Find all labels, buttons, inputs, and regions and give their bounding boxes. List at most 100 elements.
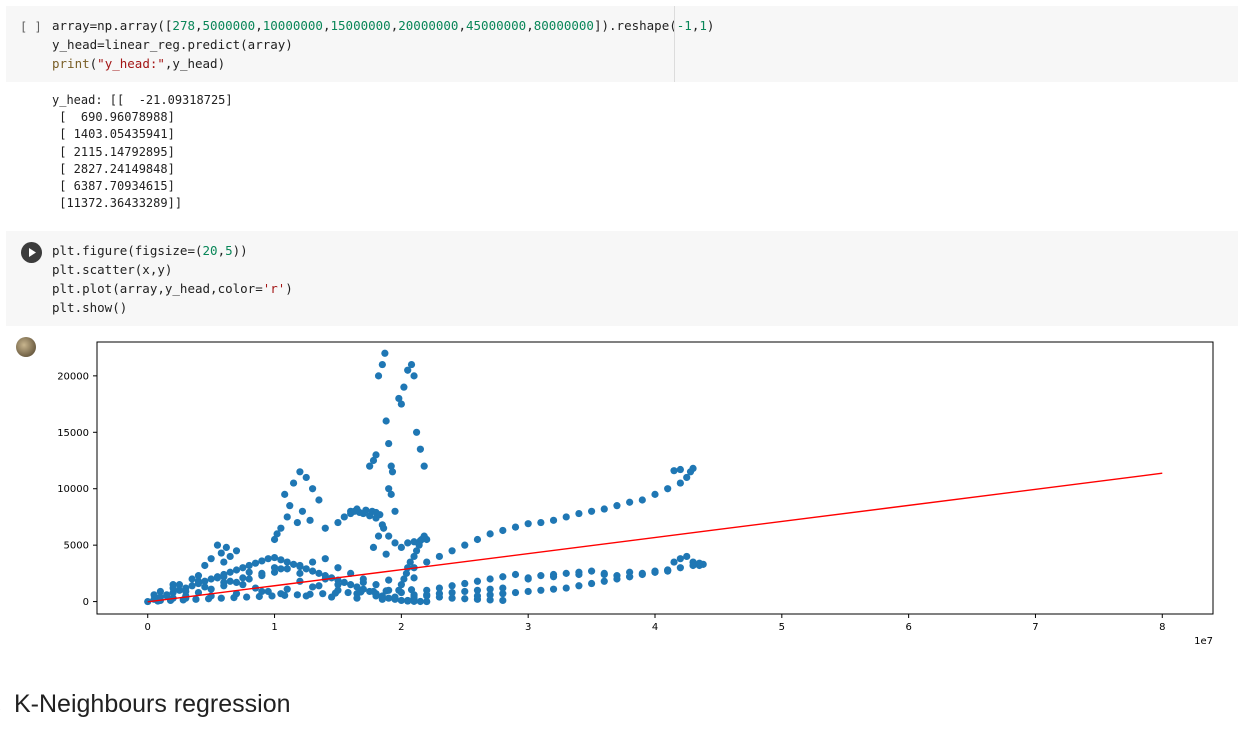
scatter-point (226, 552, 234, 561)
code-line[interactable]: plt.scatter(x,y) (52, 260, 293, 279)
scatter-point (213, 574, 222, 582)
scatter-point (473, 586, 482, 594)
code-line[interactable]: y_head=linear_reg.predict(array) (52, 35, 714, 54)
regression-line (147, 472, 1163, 603)
scatter-point (388, 468, 397, 476)
scatter-point (689, 561, 697, 570)
code-token: plt.show() (52, 300, 128, 315)
code-token: 'r' (262, 281, 286, 296)
scatter-point (410, 574, 418, 582)
scatter-point (331, 589, 340, 597)
scatter-point (194, 572, 203, 580)
code-line[interactable]: plt.figure(figsize=(20,5)) (52, 241, 293, 260)
scatter-point (232, 547, 241, 555)
scatter-point (549, 585, 558, 593)
scatter-point (353, 583, 361, 591)
scatter-point (245, 561, 253, 570)
scatter-point (258, 569, 266, 577)
code-cell-1[interactable]: [ ] array=np.array([278,5000000,10000000… (6, 6, 1238, 82)
scatter-point (461, 587, 469, 596)
scatter-point (230, 594, 238, 602)
code-line[interactable]: plt.plot(array,y_head,color='r') (52, 279, 293, 298)
scatter-point (391, 507, 399, 515)
scatter-point (537, 518, 545, 527)
scatter-point (232, 566, 241, 574)
scatter-point (397, 400, 405, 408)
scatter-point (308, 583, 317, 591)
scatter-point (486, 530, 494, 538)
code-line[interactable]: print("y_head:",y_head) (52, 54, 714, 73)
scatter-point (340, 578, 348, 586)
scatter-point (374, 372, 383, 380)
scatter-point (362, 506, 370, 514)
x-offset-label: 1e7 (1194, 636, 1213, 647)
code-line[interactable]: array=np.array([278,5000000,10000000,150… (52, 16, 714, 35)
scatter-point (302, 473, 310, 482)
scatter-point (461, 595, 469, 603)
collapse-section-icon[interactable]: › (0, 700, 1, 716)
scatter-point (374, 532, 383, 540)
code-token: 20000000 (398, 18, 459, 33)
code-line[interactable]: plt.show() (52, 298, 293, 317)
scatter-point (201, 561, 209, 570)
cell-execution-bracket[interactable]: [ ] (20, 20, 42, 34)
code-token: )) (232, 243, 248, 258)
scatter-point (201, 583, 209, 591)
scatter-point (435, 590, 444, 598)
scatter-point (410, 372, 418, 380)
scatter-point (499, 590, 507, 598)
scatter-point (268, 592, 276, 600)
scatter-point (298, 507, 307, 515)
code-token: plt.figure(figsize=( (52, 243, 203, 258)
scatter-point (334, 564, 342, 572)
scatter-point (499, 526, 507, 535)
scatter-point (391, 539, 399, 547)
scatter-point (486, 575, 494, 583)
code-editor[interactable]: plt.figure(figsize=(20,5)) plt.scatter(x,… (52, 241, 293, 317)
play-icon (29, 248, 36, 257)
x-tick-label: 0 (145, 622, 151, 633)
scatter-point (308, 567, 317, 575)
code-token: y_head=linear_reg.predict(array) (52, 37, 293, 52)
scatter-point (670, 558, 678, 566)
scatter-point (410, 552, 418, 561)
scatter-point (283, 565, 291, 573)
scatter-point (289, 560, 298, 568)
scatter-point (651, 490, 659, 498)
x-tick-label: 4 (652, 622, 658, 633)
scatter-point (400, 383, 408, 391)
scatter-point (220, 578, 228, 586)
scatter-point (486, 591, 494, 599)
scatter-point (286, 502, 294, 510)
scatter-point (281, 490, 289, 498)
scatter-point (549, 573, 558, 581)
scatter-point (382, 587, 390, 595)
scatter-point (575, 509, 583, 518)
scatter-point (239, 574, 247, 582)
output-avatar-icon (16, 337, 36, 357)
scatter-point (319, 590, 327, 598)
scatter-point (406, 558, 414, 566)
scatter-point (205, 595, 213, 603)
scatter-point (499, 584, 507, 592)
scatter-point (385, 594, 393, 602)
code-editor[interactable]: array=np.array([278,5000000,10000000,150… (52, 16, 714, 73)
scatter-point (683, 473, 691, 482)
scatter-point (369, 587, 378, 596)
scatter-point (397, 596, 405, 605)
scatter-point (283, 585, 291, 593)
code-token: 10000000 (262, 18, 323, 33)
code-token: plt.scatter(x,y) (52, 262, 173, 277)
y-tick-label: 5000 (64, 541, 89, 552)
scatter-point (217, 549, 225, 557)
code-cell-2[interactable]: plt.figure(figsize=(20,5)) plt.scatter(x,… (6, 231, 1238, 326)
scatter-point (407, 586, 416, 594)
editor-ruler (674, 6, 675, 82)
scatter-point (226, 568, 234, 576)
cell-output-text: y_head: [[ -21.09318725] [ 690.96078988]… (52, 92, 233, 212)
x-tick-label: 6 (905, 622, 911, 633)
scatter-point (404, 366, 412, 374)
scatter-point (676, 564, 684, 572)
run-cell-button[interactable] (21, 242, 42, 263)
scatter-point (626, 498, 634, 506)
